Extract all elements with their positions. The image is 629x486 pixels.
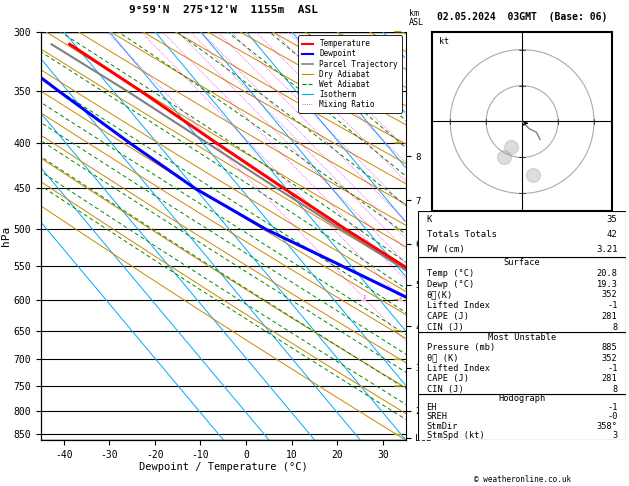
Text: 885: 885 [602,344,618,352]
Text: Temp (°C): Temp (°C) [426,269,474,278]
Text: 2: 2 [399,295,402,300]
Text: 352: 352 [602,290,618,299]
Text: 3.21: 3.21 [596,245,618,254]
Text: StmDir: StmDir [426,422,458,431]
Text: CIN (J): CIN (J) [426,323,464,331]
Text: -0: -0 [607,413,618,421]
Text: 3: 3 [612,431,618,440]
Text: 281: 281 [602,312,618,321]
Text: CAPE (J): CAPE (J) [426,374,469,383]
X-axis label: Dewpoint / Temperature (°C): Dewpoint / Temperature (°C) [139,462,308,472]
Text: 358°: 358° [596,422,618,431]
Text: StmSpd (kt): StmSpd (kt) [426,431,484,440]
Text: 19.3: 19.3 [596,279,618,289]
Bar [418,332,626,394]
Text: -1: -1 [607,403,618,412]
Text: -1: -1 [607,301,618,310]
Text: -1: -1 [607,364,618,373]
Text: 8: 8 [612,384,618,394]
Text: EH: EH [426,403,437,412]
Y-axis label: hPa: hPa [1,226,11,246]
Text: 02.05.2024  03GMT  (Base: 06): 02.05.2024 03GMT (Base: 06) [437,12,607,22]
Text: 35: 35 [607,214,618,224]
Text: PW (cm): PW (cm) [426,245,464,254]
Text: 42: 42 [607,230,618,239]
Legend: Temperature, Dewpoint, Parcel Trajectory, Dry Adiabat, Wet Adiabat, Isotherm, Mi: Temperature, Dewpoint, Parcel Trajectory… [298,35,402,113]
Bar [418,257,626,332]
Y-axis label: Mixing Ratio (g/kg): Mixing Ratio (g/kg) [437,188,445,283]
Text: Dewp (°C): Dewp (°C) [426,279,474,289]
Text: © weatheronline.co.uk: © weatheronline.co.uk [474,474,571,484]
Text: Hodograph: Hodograph [498,394,546,403]
Text: 9°59'N  275°12'W  1155m  ASL: 9°59'N 275°12'W 1155m ASL [129,5,318,15]
Text: Most Unstable: Most Unstable [488,333,556,342]
Text: θᴇ(K): θᴇ(K) [426,290,453,299]
Text: 352: 352 [602,354,618,363]
Text: kt: kt [439,37,449,46]
Text: Lifted Index: Lifted Index [426,364,489,373]
Text: CIN (J): CIN (J) [426,384,464,394]
Bar [418,211,626,257]
Text: CAPE (J): CAPE (J) [426,312,469,321]
Bar [418,394,626,440]
Text: 281: 281 [602,374,618,383]
Text: Lifted Index: Lifted Index [426,301,489,310]
Text: K: K [426,214,432,224]
Text: 20.8: 20.8 [596,269,618,278]
Text: km
ASL: km ASL [409,9,424,27]
Text: Surface: Surface [504,258,540,267]
Text: 1: 1 [362,295,365,300]
Text: SREH: SREH [426,413,448,421]
Text: Pressure (mb): Pressure (mb) [426,344,495,352]
Text: 8: 8 [612,323,618,331]
Text: θᴇ (K): θᴇ (K) [426,354,458,363]
Text: Totals Totals: Totals Totals [426,230,496,239]
